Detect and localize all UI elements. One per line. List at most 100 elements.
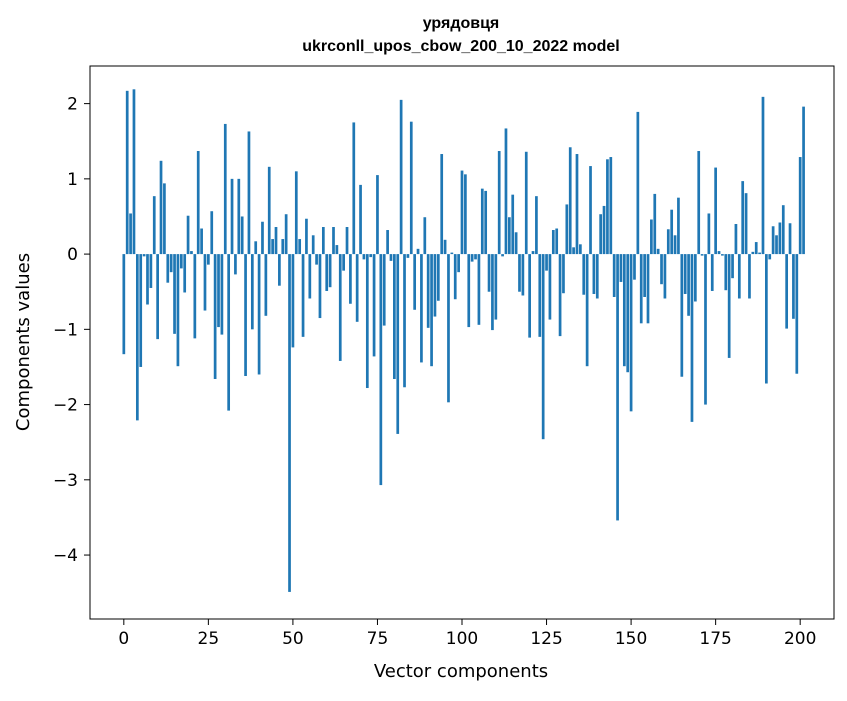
bar-104 [474, 254, 477, 260]
bar-41 [261, 221, 264, 255]
bar-62 [332, 227, 335, 255]
bar-48 [284, 214, 288, 255]
bar-17 [179, 254, 183, 269]
bar-75 [376, 175, 379, 255]
bar-186 [751, 251, 755, 255]
bar-192 [771, 226, 775, 255]
bar-9 [152, 196, 156, 255]
bar-121 [531, 251, 535, 255]
bar-185 [748, 254, 751, 299]
bar-61 [328, 254, 332, 288]
bar-194 [778, 222, 782, 255]
bar-10 [156, 254, 159, 340]
bar-74 [372, 254, 376, 357]
bar-148 [622, 254, 626, 367]
chart-title: урядовця [423, 15, 500, 32]
bar-116 [514, 232, 518, 255]
bar-109 [491, 254, 494, 331]
bar-31 [227, 254, 231, 411]
bar-52 [298, 239, 302, 255]
bar-167 [687, 254, 690, 316]
bar-85 [409, 121, 413, 255]
bars-layer [122, 89, 805, 592]
bar-165 [680, 254, 684, 377]
bar-151 [633, 254, 636, 280]
bar-80 [393, 254, 396, 379]
bar-168 [690, 254, 694, 422]
bar-77 [382, 254, 386, 326]
bar-33 [234, 254, 237, 275]
bar-47 [281, 239, 285, 255]
bar-123 [538, 254, 542, 337]
bar-40 [257, 254, 261, 375]
bar-147 [619, 254, 623, 282]
bar-51 [294, 171, 298, 255]
x-axis-label: Vector components [374, 661, 548, 682]
bar-13 [166, 254, 170, 283]
bar-150 [629, 254, 633, 412]
bar-56 [311, 235, 315, 255]
y-tick-label: −3 [53, 471, 78, 491]
bar-137 [585, 254, 589, 367]
bar-135 [579, 244, 582, 255]
bar-97 [450, 252, 454, 255]
bar-53 [301, 254, 305, 337]
bar-21 [193, 254, 197, 339]
bar-18 [183, 254, 187, 293]
bar-158 [656, 248, 660, 255]
bar-114 [507, 217, 511, 255]
bar-94 [440, 154, 444, 255]
bar-170 [697, 151, 701, 255]
bar-81 [396, 254, 400, 434]
bar-79 [389, 254, 393, 261]
bar-44 [271, 239, 274, 255]
bar-42 [264, 254, 268, 316]
bar-106 [480, 188, 484, 255]
x-tick-label: 0 [118, 629, 129, 649]
x-tick-label: 50 [282, 629, 304, 649]
bar-15 [173, 254, 176, 334]
bar-175 [714, 167, 717, 255]
bar-156 [650, 219, 653, 255]
bar-176 [717, 251, 721, 255]
bar-160 [663, 254, 667, 299]
bar-189 [761, 96, 765, 255]
bar-144 [609, 157, 613, 255]
bar-125 [545, 254, 548, 271]
x-tick-label: 125 [530, 629, 562, 649]
bar-181 [734, 224, 738, 255]
bar-28 [217, 254, 220, 328]
bar-38 [250, 254, 254, 330]
bar-139 [592, 254, 596, 294]
bar-39 [254, 241, 258, 255]
bar-1 [125, 90, 129, 255]
bar-187 [754, 242, 758, 255]
y-axis-ticks: 2 1 0 −1 −2 −3 −4 [53, 95, 90, 566]
bar-98 [453, 254, 457, 300]
bar-118 [521, 254, 525, 296]
bar-58 [318, 254, 322, 319]
bar-30 [223, 123, 227, 255]
bar-180 [731, 254, 734, 279]
bar-163 [673, 235, 677, 255]
y-axis-label: Components values [13, 253, 34, 431]
bar-134 [575, 154, 579, 255]
x-tick-label: 100 [446, 629, 478, 649]
bar-95 [443, 239, 447, 255]
y-tick-label: −4 [53, 546, 78, 566]
bar-50 [291, 254, 295, 348]
bar-183 [741, 181, 745, 255]
bar-5 [139, 254, 143, 367]
bar-179 [727, 254, 731, 358]
bar-45 [274, 227, 278, 255]
bar-102 [467, 254, 471, 328]
bar-190 [765, 254, 768, 384]
bar-35 [240, 216, 244, 255]
bar-65 [342, 254, 345, 271]
bar-34 [237, 178, 241, 255]
bar-126 [548, 254, 552, 320]
bar-88 [420, 254, 423, 363]
bar-4 [135, 254, 139, 421]
bar-36 [244, 254, 247, 376]
